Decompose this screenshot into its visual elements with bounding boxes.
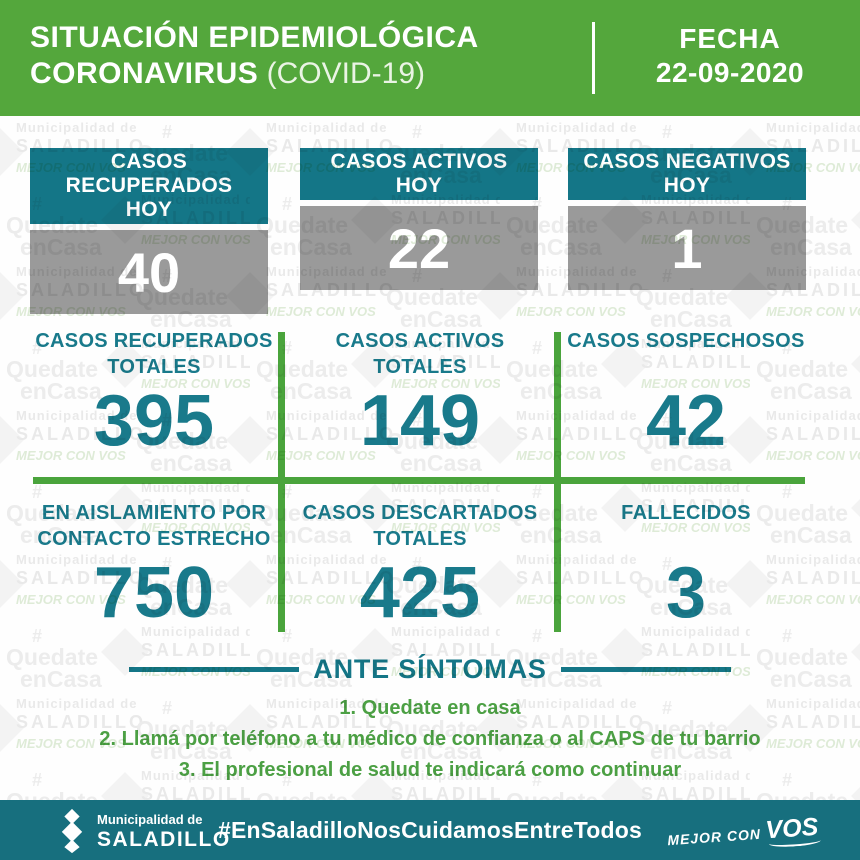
date-label: FECHA — [679, 23, 781, 54]
stat-label: EN AISLAMIENTO POR CONTACTO ESTRECHO — [37, 502, 271, 550]
symptoms-title-row: ANTE SÍNTOMAS — [0, 654, 860, 685]
stat-sospechosos: CASOS SOSPECHOSOS 42 — [561, 328, 811, 460]
slogan-prefix: MEJOR CON — [666, 825, 766, 849]
today-box-negativos: CASOS NEGATIVOS HOY 1 — [568, 148, 806, 291]
municipality-logo: Municipalidad de SALADILLO — [55, 808, 231, 854]
today-box-value: 22 — [300, 206, 538, 291]
title-dash-left — [129, 667, 300, 672]
stat-value: 750 — [93, 553, 215, 633]
stat-value: 395 — [93, 381, 215, 461]
symptoms-item-1: 1. Quedate en casa — [339, 697, 521, 719]
today-box-label: CASOS NEGATIVOS HOY — [568, 148, 806, 201]
stat-label: CASOS RECUPERADOS TOTALES — [35, 330, 273, 378]
stat-label: FALLECIDOS — [621, 502, 751, 524]
logo-line1: Municipalidad de — [97, 811, 203, 827]
symptoms-section: ANTE SÍNTOMAS 1. Quedate en casa 2. Llam… — [0, 654, 860, 786]
diamond-logo-icon — [61, 808, 83, 854]
header-banner: SITUACIÓN EPIDEMIOLÓGICA CORONAVIRUS (CO… — [0, 0, 860, 116]
stat-recuperados-totales: CASOS RECUPERADOS TOTALES 395 — [30, 328, 278, 460]
title-line1: SITUACIÓN EPIDEMIOLÓGICA — [30, 21, 479, 54]
today-box-label: CASOS RECUPERADOS HOY — [30, 148, 268, 225]
stat-value: 425 — [359, 553, 481, 633]
footer-hashtag: #EnSaladilloNosCuidamosEntreTodos — [217, 817, 643, 843]
today-box-label: CASOS ACTIVOS HOY — [300, 148, 538, 201]
date-block: FECHA 22-09-2020 — [610, 22, 850, 90]
title-line2: CORONAVIRUS (COVID-19) — [30, 56, 479, 92]
stat-value: 149 — [359, 381, 481, 461]
grid-divider-horizontal — [33, 477, 805, 484]
today-box-activos: CASOS ACTIVOS HOY 22 — [300, 148, 538, 291]
stat-aislamiento: EN AISLAMIENTO POR CONTACTO ESTRECHO 750 — [30, 500, 278, 632]
today-box-value: 40 — [30, 230, 268, 315]
symptoms-item-2: 2. Llamá por teléfono a tu médico de con… — [99, 728, 761, 750]
slogan-vos: VOS — [764, 812, 819, 845]
title-coronavirus: CORONAVIRUS — [30, 57, 259, 90]
stat-label: CASOS SOSPECHOSOS — [567, 330, 805, 352]
symptoms-title: ANTE SÍNTOMAS — [313, 654, 547, 684]
title-covid19: (COVID-19) — [266, 57, 425, 90]
symptoms-list: 1. Quedate en casa 2. Llamá por teléfono… — [0, 693, 860, 786]
today-box-recuperados: CASOS RECUPERADOS HOY 40 — [30, 148, 268, 315]
date-value: 22-09-2020 — [655, 57, 805, 88]
stat-label: CASOS DESCARTADOS TOTALES — [302, 502, 538, 550]
symptoms-item-3: 3. El profesional de salud te indicará c… — [178, 759, 682, 781]
title-dash-right — [560, 667, 731, 672]
stat-descartados-totales: CASOS DESCARTADOS TOTALES 425 — [286, 500, 554, 632]
logo-text: Municipalidad de SALADILLO — [97, 812, 231, 851]
stat-activos-totales: CASOS ACTIVOS TOTALES 149 — [286, 328, 554, 460]
stat-fallecidos: FALLECIDOS 3 — [561, 500, 811, 632]
stat-label: CASOS ACTIVOS TOTALES — [335, 330, 505, 378]
today-box-value: 1 — [568, 206, 806, 291]
header-divider — [592, 22, 595, 94]
page-title: SITUACIÓN EPIDEMIOLÓGICA CORONAVIRUS (CO… — [30, 20, 479, 92]
stat-value: 3 — [665, 553, 707, 633]
logo-line2: SALADILLO — [97, 827, 231, 851]
stat-value: 42 — [645, 381, 727, 461]
footer-banner: Municipalidad de SALADILLO #EnSaladilloN… — [0, 800, 860, 860]
